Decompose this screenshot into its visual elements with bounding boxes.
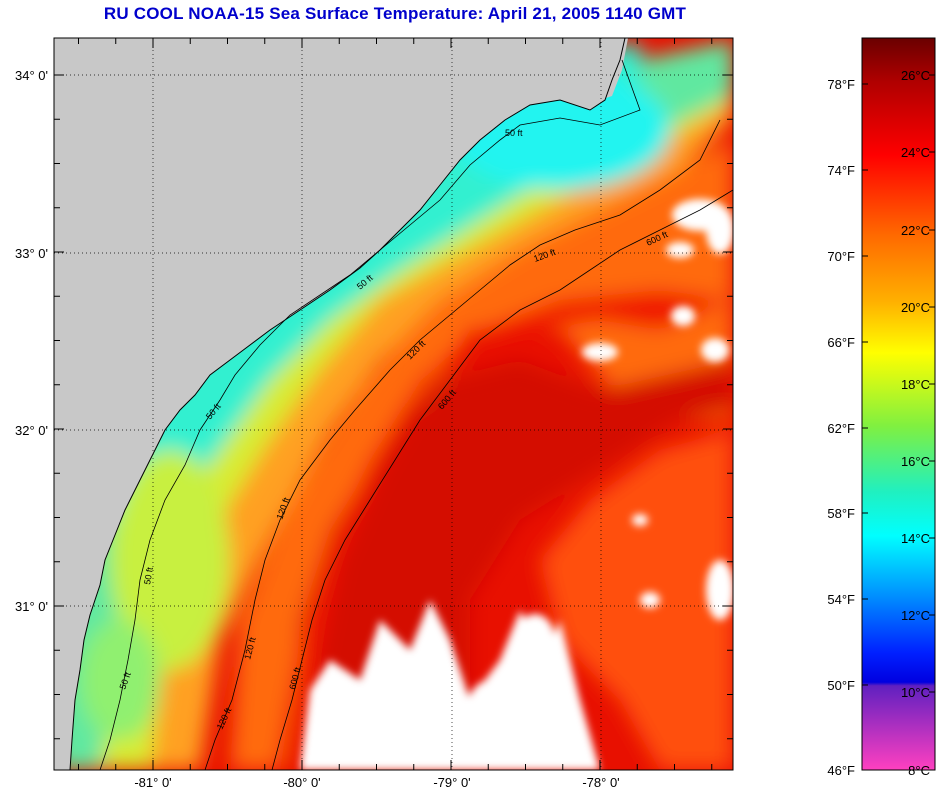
colorbar-celsius-label: 22°C: [901, 223, 930, 238]
contour-600ft: [271, 189, 733, 770]
map-title: RU COOL NOAA-15 Sea Surface Temperature:…: [103, 4, 687, 23]
colorbar-fahrenheit-label: 78°F: [827, 77, 855, 92]
longitude-label: -81° 0': [134, 775, 171, 790]
longitude-labels: -81° 0' -80° 0' -79° 0' -78° 0': [134, 775, 619, 790]
latitude-label: 32° 0': [15, 423, 48, 438]
land-mass: [54, 38, 625, 770]
map-frame: [53, 37, 734, 771]
colorbar-celsius-label: 10°C: [901, 685, 930, 700]
latitude-label: 34° 0': [15, 68, 48, 83]
colorbar-celsius-label: 18°C: [901, 377, 930, 392]
longitude-label: -78° 0': [582, 775, 619, 790]
colorbar-celsius-label: 12°C: [901, 608, 930, 623]
colorbar-fahrenheit-label: 66°F: [827, 335, 855, 350]
axis-ticks: [54, 38, 733, 770]
colorbar: [861, 37, 936, 771]
colorbar-celsius-labels: 26°C 24°C 22°C 20°C 18°C 16°C 14°C 12°C 10°C 8°C: [901, 68, 930, 778]
colorbar-fahrenheit-label: 58°F: [827, 506, 855, 521]
contour-label: 50 ft: [142, 566, 155, 585]
colorbar-fahrenheit-labels: 78°F 74°F 70°F 66°F 62°F 58°F 54°F 50°F 46°F: [827, 77, 855, 778]
contour-50ft: [99, 59, 641, 770]
longitude-label: -80° 0': [283, 775, 320, 790]
latitude-labels: 34° 0' 33° 0' 32° 0' 31° 0': [15, 68, 48, 614]
contour-120ft: [204, 119, 721, 770]
colorbar-celsius-label: 24°C: [901, 145, 930, 160]
colorbar-fahrenheit-label: 50°F: [827, 678, 855, 693]
sst-field: [54, 40, 733, 770]
longitude-label: -79° 0': [433, 775, 470, 790]
latitude-label: 31° 0': [15, 599, 48, 614]
colorbar-celsius-label: 16°C: [901, 454, 930, 469]
colorbar-celsius-label: 20°C: [901, 300, 930, 315]
bathymetry-contours: [99, 59, 733, 770]
colorbar-ticks: [862, 74, 935, 771]
colorbar-celsius-label: 26°C: [901, 68, 930, 83]
colorbar-fahrenheit-label: 62°F: [827, 421, 855, 436]
colorbar-fahrenheit-label: 54°F: [827, 592, 855, 607]
colorbar-celsius-label: 14°C: [901, 531, 930, 546]
contour-label: 50 ft: [505, 128, 523, 138]
colorbar-fahrenheit-label: 46°F: [827, 763, 855, 778]
colorbar-celsius-label: 8°C: [908, 763, 930, 778]
map-panel: [54, 38, 733, 770]
latitude-label: 33° 0': [15, 246, 48, 261]
colorbar-fahrenheit-label: 74°F: [827, 163, 855, 178]
colorbar-fahrenheit-label: 70°F: [827, 249, 855, 264]
cloud-cover: [300, 199, 733, 770]
coastline: [69, 38, 626, 770]
